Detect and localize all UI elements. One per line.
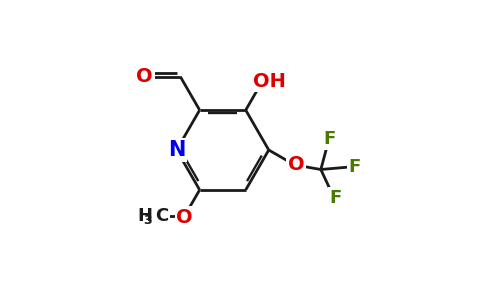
Text: C: C	[155, 207, 168, 225]
Text: F: F	[349, 158, 361, 176]
Text: N: N	[168, 140, 185, 160]
Text: O: O	[177, 208, 193, 226]
Text: OH: OH	[253, 72, 286, 91]
Text: O: O	[136, 67, 153, 86]
Text: F: F	[324, 130, 336, 148]
Text: O: O	[287, 155, 304, 174]
Text: H: H	[137, 207, 152, 225]
Text: 3: 3	[143, 214, 152, 227]
Text: F: F	[329, 189, 341, 207]
